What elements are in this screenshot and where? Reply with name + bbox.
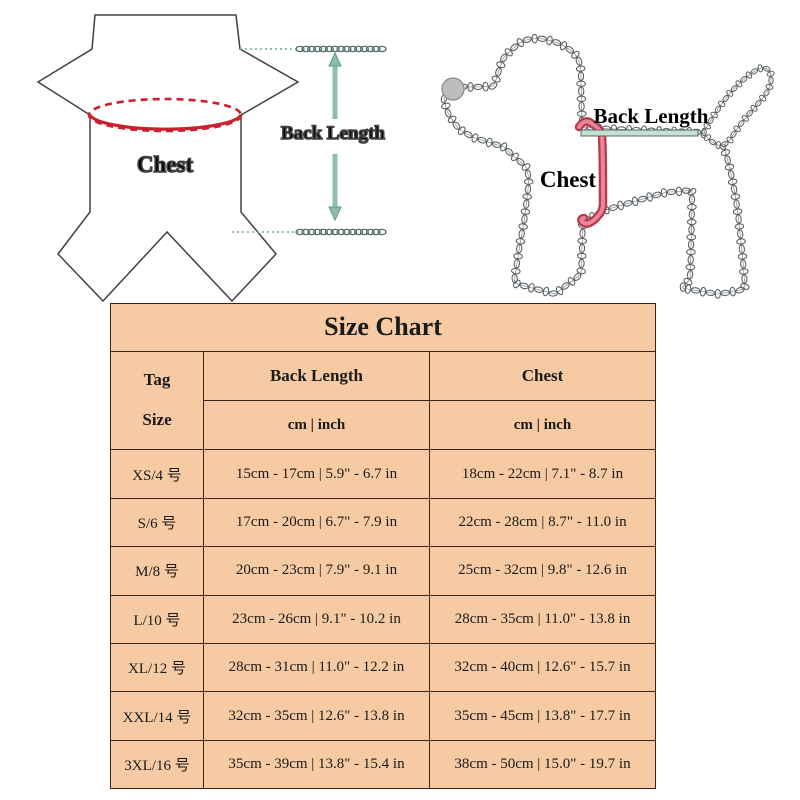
svg-text:Chest: Chest xyxy=(540,167,597,192)
svg-text:Back Length: Back Length xyxy=(594,104,709,128)
svg-text:Back Length: Back Length xyxy=(281,123,385,144)
svg-text:Chest: Chest xyxy=(137,152,194,177)
